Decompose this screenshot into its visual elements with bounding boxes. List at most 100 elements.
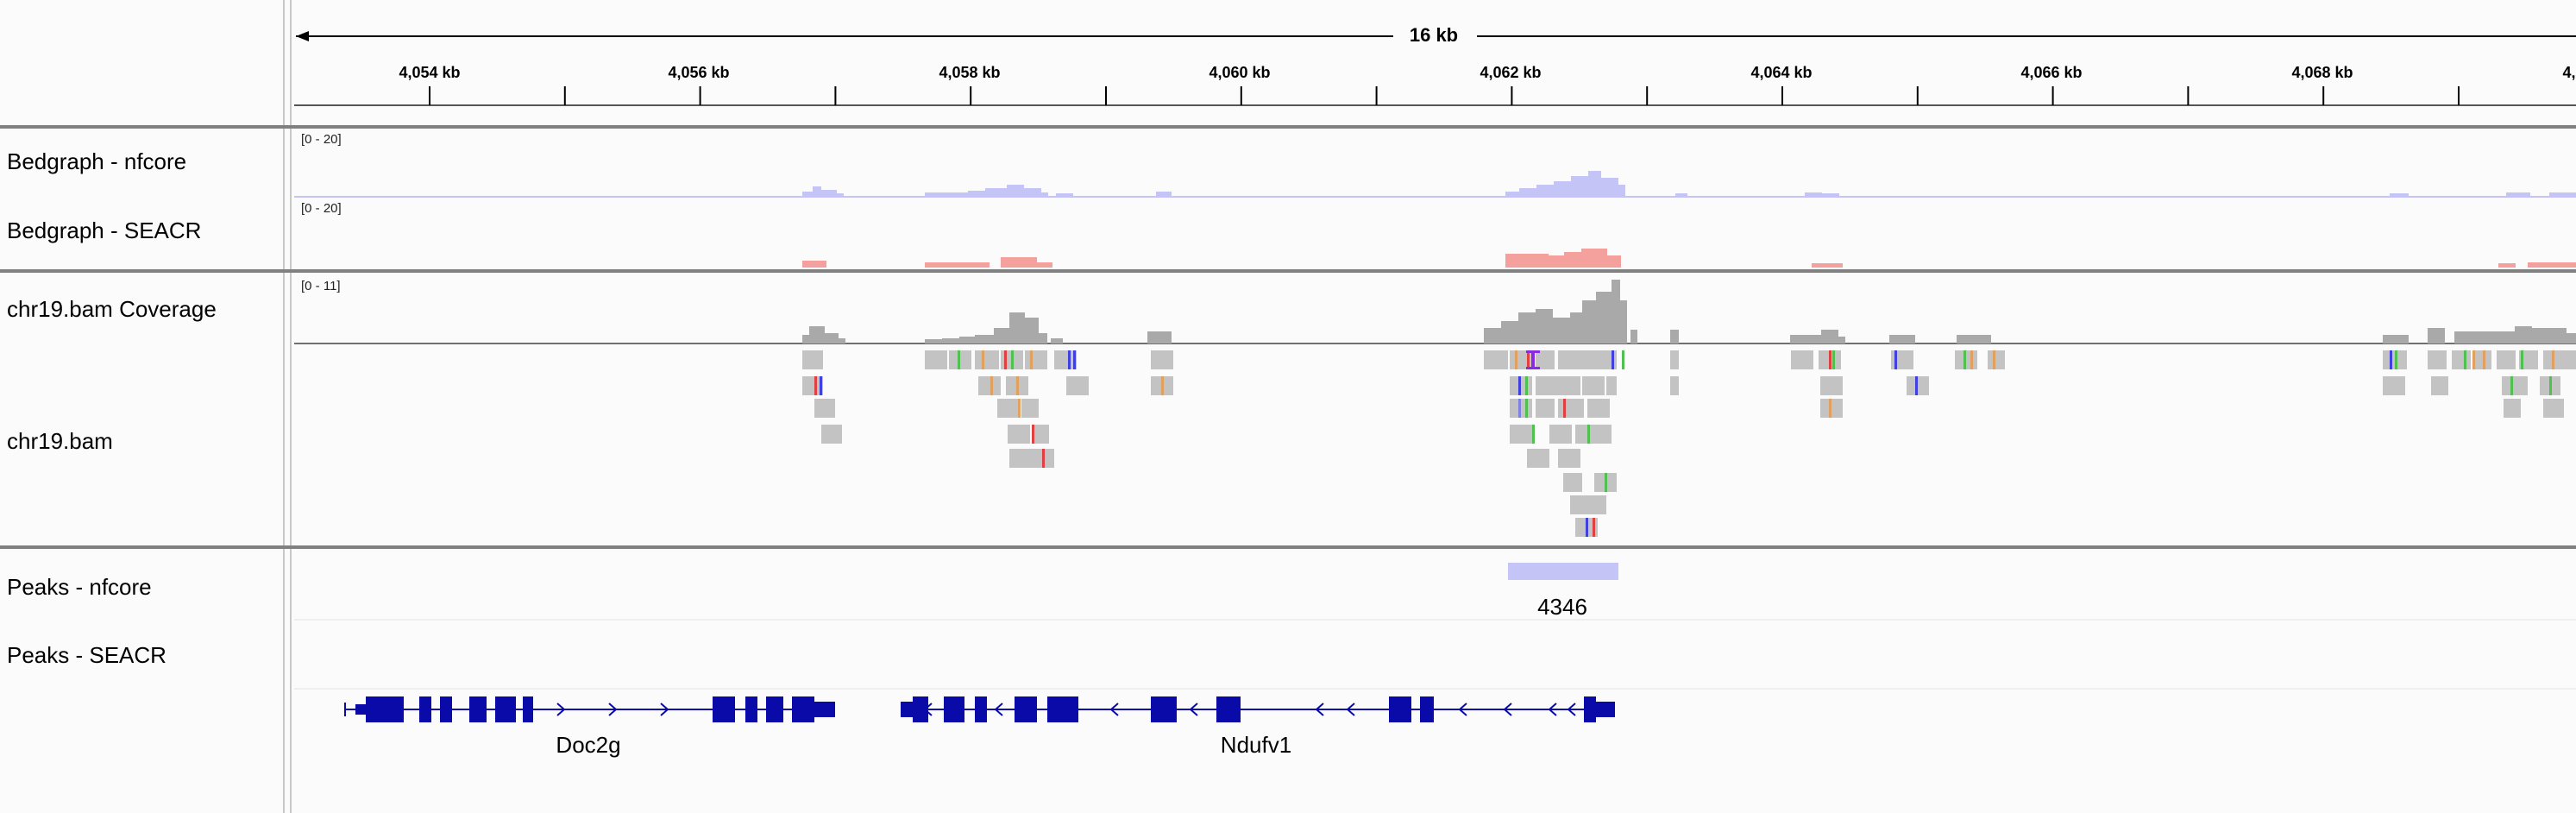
signal-bar bbox=[925, 192, 968, 197]
aligned-read bbox=[1563, 473, 1582, 492]
track-name-peaks-seacr[interactable]: Peaks - SEACR bbox=[7, 642, 166, 668]
signal-bar bbox=[2549, 192, 2576, 197]
coverage-bar bbox=[975, 335, 994, 343]
gene-track[interactable] bbox=[344, 696, 1615, 722]
aligned-read bbox=[1008, 425, 1030, 444]
signal-bar bbox=[2528, 262, 2576, 268]
ruler-tick-label: 4,068 kb bbox=[2291, 64, 2353, 81]
aligned-read bbox=[1820, 376, 1843, 395]
coverage-bar bbox=[1582, 300, 1596, 343]
exon bbox=[1596, 702, 1615, 717]
gene-label-doc2g[interactable]: Doc2g bbox=[556, 732, 621, 758]
signal-bar bbox=[972, 262, 990, 268]
coverage-bar bbox=[1620, 300, 1627, 343]
mismatch-mark bbox=[1970, 350, 1973, 369]
coverage-bar bbox=[1039, 333, 1047, 343]
ruler-tick-label: 4,058 kb bbox=[939, 64, 1001, 81]
mismatch-mark bbox=[1515, 350, 1517, 369]
gene-label-ndufv1[interactable]: Ndufv1 bbox=[1220, 732, 1292, 758]
signal-bar bbox=[1519, 188, 1536, 197]
track-name-bam[interactable]: chr19.bam bbox=[7, 428, 113, 454]
aligned-read bbox=[1032, 425, 1049, 444]
exon bbox=[1389, 696, 1411, 722]
exon bbox=[523, 696, 533, 722]
panel-divider[interactable] bbox=[283, 0, 285, 813]
bedgraph-seacr-track[interactable] bbox=[802, 249, 2576, 268]
signal-bar bbox=[1618, 185, 1625, 197]
coverage-bar bbox=[959, 337, 977, 343]
strand-arrow-icon bbox=[1346, 703, 1355, 716]
mismatch-mark bbox=[1612, 350, 1614, 369]
ruler-tick-label: 4, bbox=[2562, 64, 2576, 81]
mismatch-mark bbox=[1894, 350, 1897, 369]
coverage-bar bbox=[1838, 337, 1845, 343]
mismatch-mark bbox=[820, 376, 822, 395]
mismatch-mark bbox=[1915, 376, 1918, 395]
track-name-panel: Bedgraph - nfcore Bedgraph - SEACR chr19… bbox=[0, 0, 281, 813]
aligned-read bbox=[978, 376, 1001, 395]
track-name-bedgraph-seacr[interactable]: Bedgraph - SEACR bbox=[7, 217, 202, 243]
bam-alignment-track[interactable] bbox=[802, 350, 2576, 537]
aligned-read bbox=[1988, 350, 2005, 369]
ruler-tick-label: 4,064 kb bbox=[1750, 64, 1813, 81]
coverage-bar bbox=[994, 328, 1009, 343]
mismatch-mark bbox=[1068, 350, 1071, 369]
strand-arrow-icon bbox=[1109, 703, 1119, 716]
aligned-read bbox=[2497, 350, 2516, 369]
mismatch-mark bbox=[2472, 350, 2475, 369]
span-left-arrow-icon bbox=[296, 31, 309, 41]
signal-bar bbox=[837, 193, 844, 197]
mismatch-mark bbox=[2552, 350, 2554, 369]
aligned-read bbox=[1536, 376, 1558, 395]
signal-bar bbox=[802, 192, 813, 197]
exon bbox=[975, 696, 987, 722]
coverage-bar bbox=[1501, 321, 1518, 343]
track-name-bam-coverage[interactable]: chr19.bam Coverage bbox=[7, 296, 217, 322]
data-range-label: [0 - 20] bbox=[301, 132, 342, 147]
mismatch-mark bbox=[1016, 376, 1019, 395]
coverage-bar bbox=[1484, 328, 1501, 343]
strand-arrow-icon bbox=[608, 703, 618, 716]
attribute-panel-divider[interactable] bbox=[290, 0, 292, 813]
peak-feature[interactable] bbox=[1508, 563, 1618, 580]
signal-bar bbox=[1041, 192, 1048, 197]
strand-arrow-icon bbox=[1315, 703, 1324, 716]
bam-coverage-track[interactable] bbox=[802, 280, 2576, 343]
signal-bar bbox=[1024, 188, 1041, 197]
peak-label: 4346 bbox=[1537, 594, 1587, 620]
signal-bar bbox=[968, 191, 985, 197]
coverage-bar bbox=[1889, 335, 1915, 343]
signal-bar bbox=[1564, 252, 1581, 268]
exon bbox=[792, 696, 814, 722]
exon bbox=[1015, 696, 1037, 722]
coverage-bar bbox=[1612, 280, 1620, 343]
strand-arrow-icon bbox=[954, 703, 964, 716]
mismatch-mark bbox=[1563, 399, 1566, 418]
bedgraph-nfcore-track[interactable] bbox=[802, 171, 2576, 197]
aligned-read bbox=[2472, 350, 2491, 369]
signal-bar bbox=[1588, 171, 1601, 197]
mismatch-mark bbox=[1532, 425, 1535, 444]
exon bbox=[440, 696, 452, 722]
mismatch-mark bbox=[990, 376, 993, 395]
aligned-read bbox=[802, 376, 823, 395]
aligned-read bbox=[1558, 399, 1584, 418]
aligned-read bbox=[1670, 350, 1679, 369]
aligned-read bbox=[1510, 425, 1532, 444]
mismatch-mark bbox=[1073, 350, 1076, 369]
mismatch-mark bbox=[1587, 425, 1590, 444]
signal-bar bbox=[1812, 263, 1843, 268]
aligned-read bbox=[1558, 376, 1580, 395]
ruler[interactable] bbox=[294, 31, 2576, 106]
signal-bar bbox=[1571, 176, 1588, 197]
exon bbox=[745, 696, 757, 722]
exon bbox=[419, 696, 431, 722]
track-name-bedgraph-nfcore[interactable]: Bedgraph - nfcore bbox=[7, 148, 187, 174]
aligned-read bbox=[1584, 495, 1606, 514]
aligned-read bbox=[1891, 350, 1913, 369]
coverage-bar bbox=[925, 339, 942, 343]
track-name-peaks-nfcore[interactable]: Peaks - nfcore bbox=[7, 574, 152, 600]
signal-bar bbox=[1505, 192, 1519, 197]
aligned-read bbox=[821, 425, 842, 444]
